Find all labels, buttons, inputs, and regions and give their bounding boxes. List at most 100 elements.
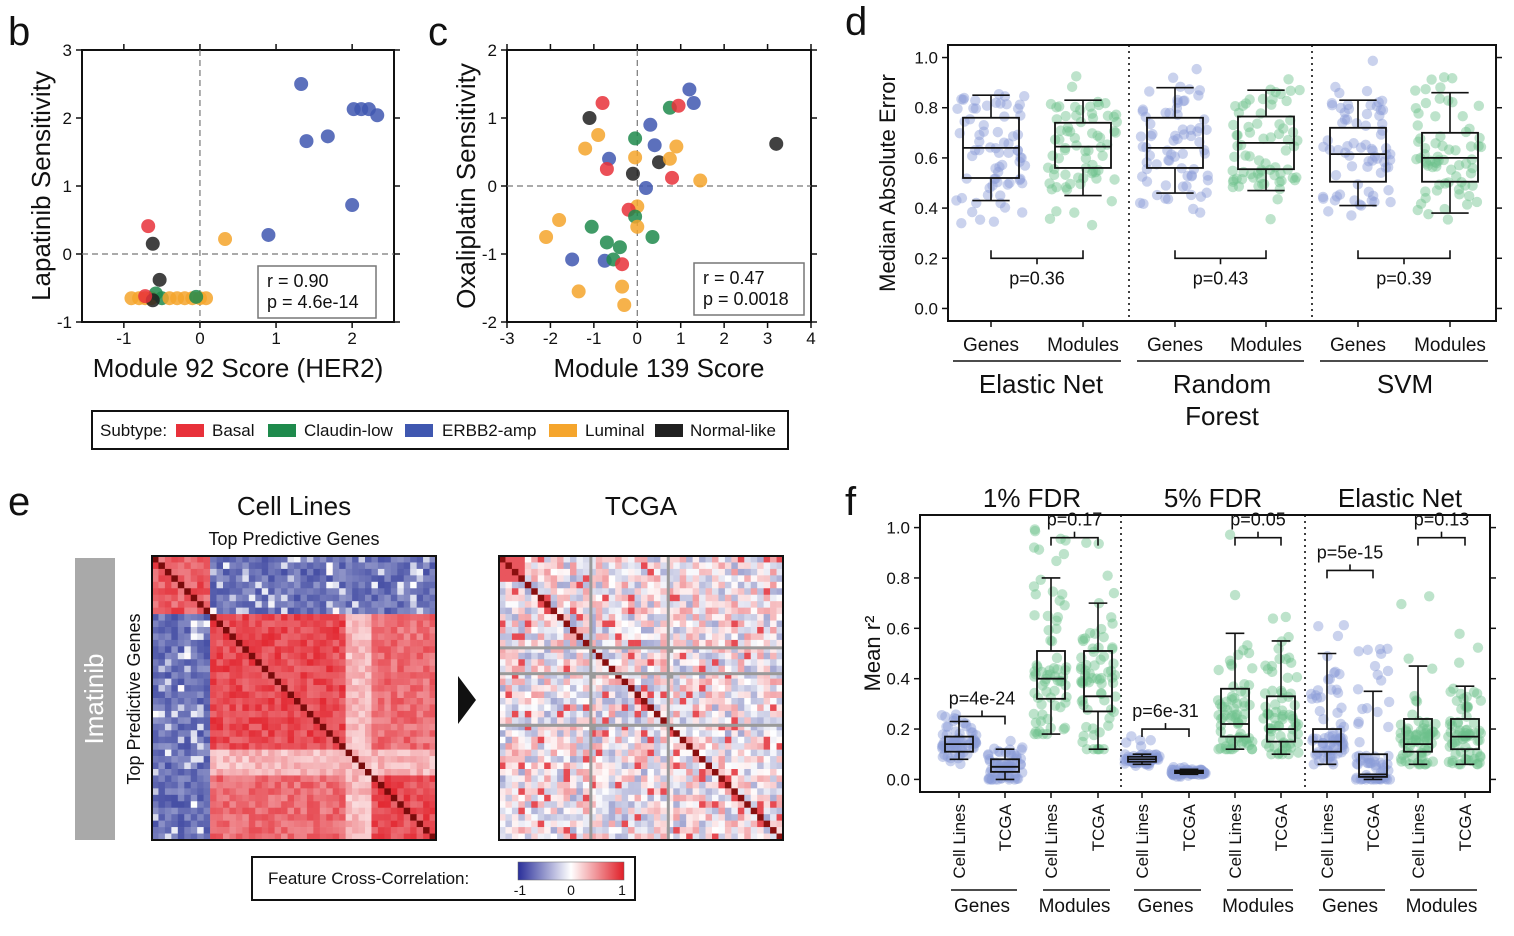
heatmap-cell (164, 639, 172, 647)
heatmap-cell (255, 614, 263, 621)
heatmap-cell (416, 769, 424, 776)
heatmap-cell (281, 639, 288, 647)
heatmap-cell (563, 652, 571, 660)
heatmap-cell (699, 659, 706, 667)
jitter-point (1371, 100, 1383, 112)
heatmap-cell (158, 814, 166, 821)
heatmap-cell (647, 710, 655, 718)
heatmap-cell (403, 749, 411, 757)
heatmap-cell (410, 581, 417, 589)
heatmap-cell (326, 730, 334, 738)
heatmap-cell (268, 588, 275, 596)
heatmap-cell (763, 639, 771, 647)
heatmap-cell (550, 756, 558, 763)
data-point (218, 232, 233, 247)
jitter-point (1273, 721, 1285, 732)
jitter-point (974, 129, 985, 141)
heatmap-cell (641, 691, 648, 699)
heatmap-cell (615, 575, 622, 583)
heatmap-cell (210, 723, 217, 731)
jitter-point (1367, 55, 1379, 67)
jitter-point (1264, 741, 1275, 753)
heatmap-cell (531, 736, 539, 744)
heatmap-cell (615, 704, 622, 712)
heatmap-cell (384, 575, 392, 583)
heatmap-cell (190, 781, 198, 789)
heatmap-cell (397, 801, 405, 809)
heatmap-cell (531, 698, 539, 705)
heatmap-cell (210, 698, 217, 705)
heatmap-cell (537, 633, 545, 641)
heatmap-cell (705, 652, 713, 660)
heatmap-cell (557, 685, 564, 692)
heatmap-cell (287, 678, 295, 686)
heatmap-cell (692, 652, 700, 660)
heatmap-cell (229, 736, 237, 744)
heatmap-cell (326, 620, 334, 628)
jitter-point (1049, 685, 1060, 697)
heatmap-cell (229, 801, 237, 809)
jitter-point (1084, 627, 1096, 639)
stats-r: r = 0.47 (703, 268, 765, 288)
heatmap-cell (319, 704, 327, 712)
heatmap-cell (576, 614, 584, 621)
panel-title: 1% FDR (983, 483, 1081, 513)
heatmap-cell (750, 717, 758, 725)
heatmap-cell (365, 788, 372, 796)
heatmap-cell (544, 581, 551, 589)
jitter-point (1100, 98, 1111, 109)
heatmap-cell (770, 749, 777, 757)
heatmap-cell (686, 568, 693, 576)
heatmap-cell (686, 665, 693, 673)
y-tick-label: 2 (63, 109, 72, 128)
heatmap-cell (319, 827, 327, 834)
y-tick-label: 1.0 (914, 49, 938, 68)
heatmap-cell (294, 775, 301, 783)
jitter-point (1385, 149, 1396, 160)
heatmap-cell (345, 685, 353, 692)
heatmap-cell (274, 730, 282, 738)
heatmap-cell (281, 820, 288, 828)
heatmap-cell (248, 749, 256, 757)
jitter-point (1145, 130, 1157, 142)
heatmap-cell (358, 691, 366, 699)
heatmap-cell (397, 781, 405, 789)
heatmap-cell (750, 704, 758, 712)
heatmap-cell (757, 581, 764, 589)
jitter-point (1178, 129, 1190, 140)
jitter-point (1070, 110, 1082, 121)
heatmap-cell (550, 652, 558, 660)
jitter-point (1332, 144, 1344, 156)
heatmap-cell (511, 756, 519, 763)
heatmap-cell (326, 769, 334, 776)
heatmap-cell (679, 652, 687, 660)
heatmap-cell (223, 627, 230, 634)
heatmap-cell (358, 659, 366, 667)
heatmap-cell (358, 556, 366, 563)
heatmap-cell (557, 556, 564, 563)
heatmap-cell (352, 627, 359, 634)
heatmap-cell (403, 769, 411, 776)
heatmap-cell (306, 769, 314, 776)
heatmap-cell (582, 633, 590, 641)
heatmap-cell (576, 756, 584, 763)
heatmap-cell (339, 781, 346, 789)
heatmap-cell (255, 562, 263, 570)
heatmap-cell (313, 614, 321, 621)
heatmap-cell (608, 756, 616, 763)
heatmap-cell (235, 814, 243, 821)
heatmap-cell (294, 723, 301, 731)
heatmap-cell (352, 601, 359, 608)
heatmap-cell (731, 588, 739, 596)
heatmap-cell (365, 652, 372, 660)
heatmap-cell (397, 594, 405, 602)
heatmap-cell (274, 814, 282, 821)
heatmap-cell (313, 710, 321, 718)
heatmap-cell (216, 794, 224, 802)
heatmap-cell (255, 801, 263, 809)
heatmap-cell (403, 781, 411, 789)
heatmap-cell (634, 581, 642, 589)
jitter-point (1010, 768, 1021, 779)
heatmap-cell (261, 614, 269, 621)
heatmap-cell (602, 594, 610, 602)
